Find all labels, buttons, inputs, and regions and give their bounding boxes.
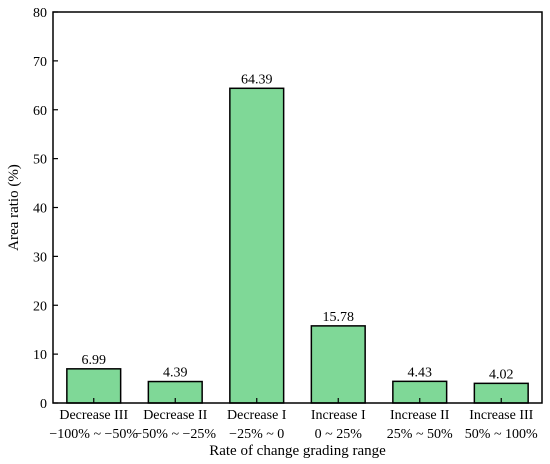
x-tick-label-name: Increase III [469, 408, 533, 423]
x-tick-label-range: −50% ~ −25% [134, 427, 216, 442]
x-axis-title: Rate of change grading range [209, 443, 386, 459]
x-axis: Decrease III −100% ~ −50% Decrease II −50% … [49, 398, 538, 442]
plot-frame [52, 11, 543, 404]
x-tick-label-range: 0 ~ 25% [315, 427, 363, 442]
bar-value-label: 15.78 [323, 310, 355, 325]
y-tick-label: 40 [33, 202, 47, 217]
x-tick-label-name: Decrease II [143, 408, 207, 423]
x-tick-label-range: −100% ~ −50% [49, 427, 138, 442]
bar-value-label: 64.39 [241, 72, 273, 87]
bar-value-label: 4.02 [489, 367, 514, 382]
x-tick-label-range: 25% ~ 50% [387, 427, 453, 442]
bar [229, 87, 285, 404]
y-tick-label: 0 [40, 397, 47, 412]
y-tick-label: 10 [33, 348, 47, 363]
bar [66, 368, 122, 404]
bar-value-label: 4.43 [408, 365, 433, 380]
x-tick-label-name: Increase II [390, 408, 450, 423]
y-tick-label: 20 [33, 299, 47, 314]
x-tick-label-range: 50% ~ 100% [465, 427, 538, 442]
y-tick-label: 60 [33, 104, 47, 119]
y-tick-label: 70 [33, 55, 47, 70]
x-tick-label-name: Decrease III [59, 408, 128, 423]
y-axis-title: Area ratio (%) [6, 164, 22, 251]
x-tick-label-name: Decrease I [227, 408, 287, 423]
x-tick-label-name: Increase I [311, 408, 366, 423]
bar-value-label: 4.39 [163, 366, 188, 381]
y-axis: 0 10 20 30 40 50 60 70 80 [33, 6, 58, 412]
x-tick-label-range: −25% ~ 0 [229, 427, 284, 442]
bar [310, 325, 366, 404]
y-tick-label: 50 [33, 153, 47, 168]
y-tick-label: 30 [33, 250, 47, 265]
plot-area: 6.99 4.39 64.39 15.78 4.43 4.02 [66, 72, 529, 404]
bar-value-label: 6.99 [82, 353, 107, 368]
y-tick-label: 80 [33, 6, 47, 21]
